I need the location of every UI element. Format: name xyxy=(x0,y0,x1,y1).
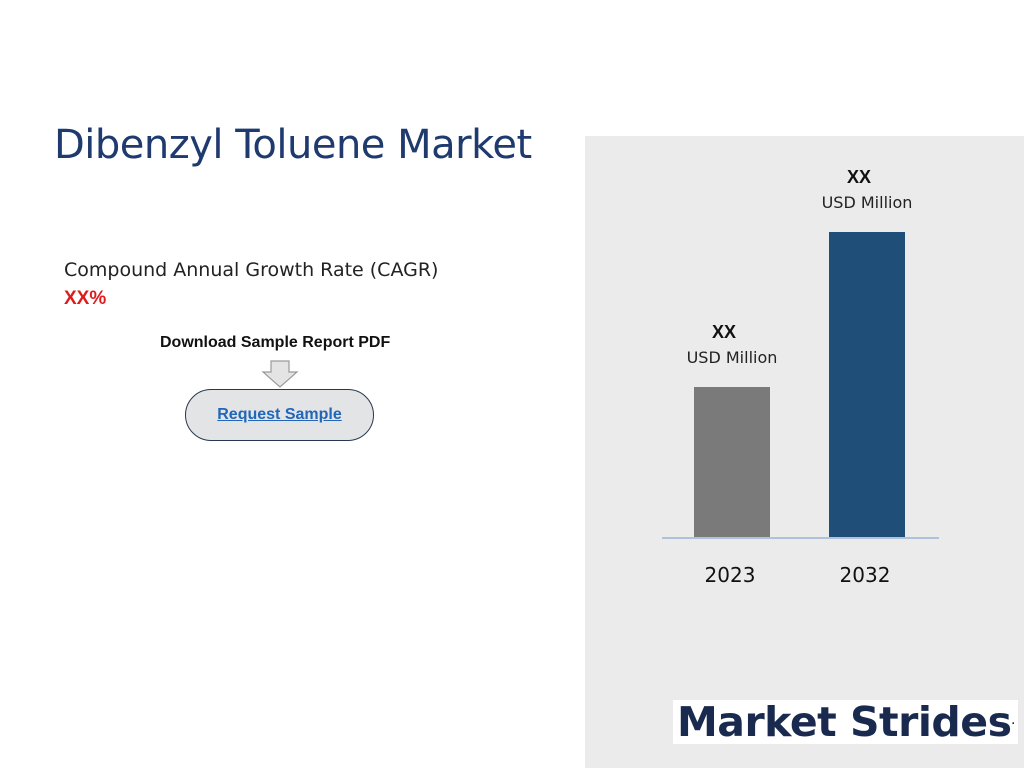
market-size-chart: XX USD Million 2023 XX USD Million 2032 xyxy=(662,167,939,587)
x-tick-label-2023: 2023 xyxy=(705,563,756,587)
logo-mark: . xyxy=(1011,717,1015,727)
page-title: Dibenzyl Toluene Market xyxy=(54,122,532,168)
cagr-value: XX% xyxy=(64,288,107,309)
market-strides-logo: Market Strides. xyxy=(673,698,1019,746)
value-label-2032: XX xyxy=(847,167,871,187)
logo-text: Market Strides xyxy=(677,698,1012,746)
download-sample-label: Download Sample Report PDF xyxy=(160,334,391,351)
request-sample-link[interactable]: Request Sample xyxy=(217,406,342,423)
market-size-panel: XX USD Million 2023 XX USD Million 2032 xyxy=(585,136,1024,768)
unit-label-2032: USD Million xyxy=(822,193,913,212)
bar-2032 xyxy=(829,232,905,537)
request-sample-button[interactable]: Request Sample xyxy=(185,389,374,441)
down-arrow-icon xyxy=(261,360,299,388)
x-tick-label-2032: 2032 xyxy=(840,563,891,587)
value-label-2023: XX xyxy=(712,322,736,342)
cagr-label: Compound Annual Growth Rate (CAGR) xyxy=(64,259,439,281)
unit-label-2023: USD Million xyxy=(687,348,778,367)
bar-2023 xyxy=(694,387,770,537)
